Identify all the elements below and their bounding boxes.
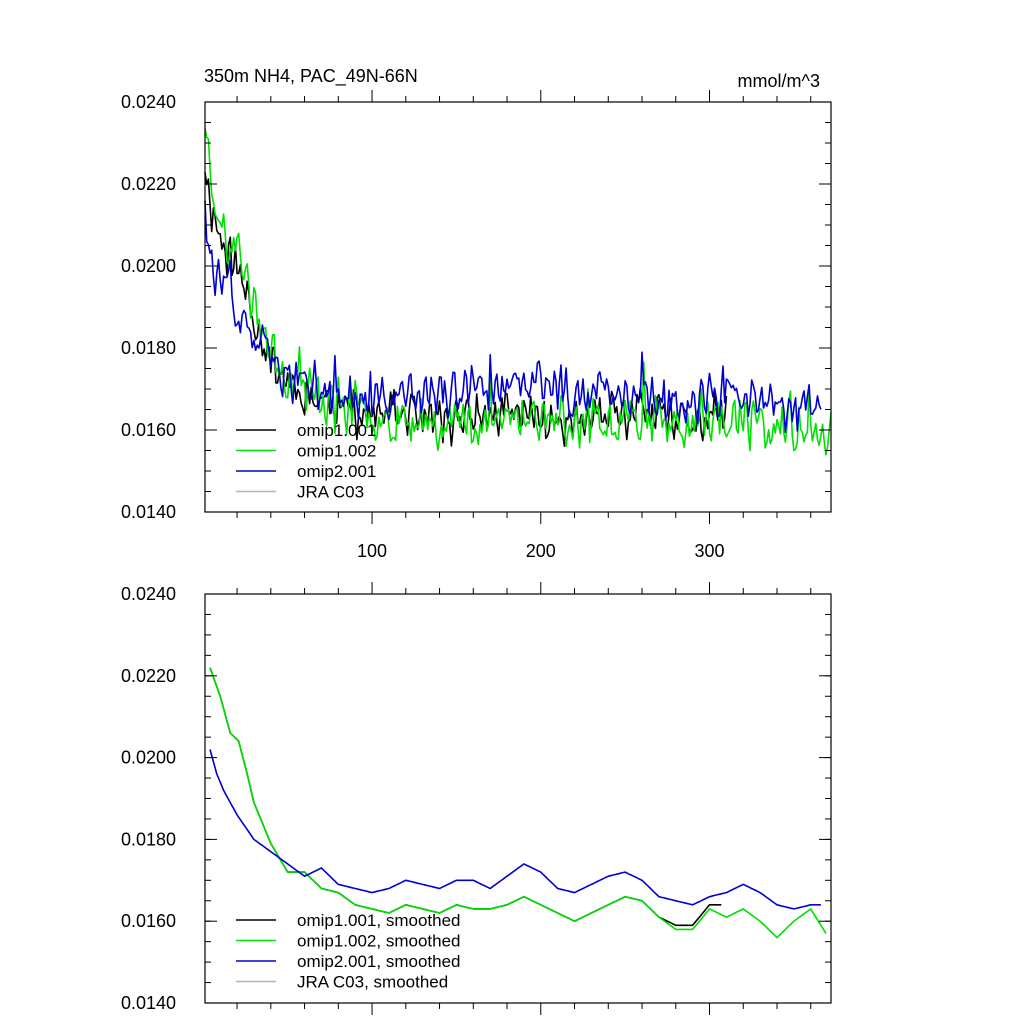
legend-label: omip1.001 [297,421,376,440]
top-panel: 350m NH4, PAC_49N-66N mmol/m^3 0.0140 0.0… [121,66,832,561]
series-line-omip2-001-smoothed [209,749,821,910]
legend-label: omip1.002 [297,442,376,461]
x-tick-label: 200 [526,541,556,561]
series-line-omip1-002 [204,128,832,456]
units-label: mmol/m^3 [738,71,820,91]
series-group [204,128,832,456]
legend-label: omip2.001, smoothed [297,952,461,971]
y-tick-label: 0.0140 [121,993,176,1013]
series-line-omip1-001-smoothed [209,667,722,927]
y-tick-label: 0.0140 [121,502,176,522]
series-line-omip2-001 [204,200,822,434]
y-tick-label: 0.0180 [121,338,176,358]
x-tick-label: 300 [694,541,724,561]
legend-label: JRA C03, smoothed [297,973,448,992]
series-group [209,667,827,939]
y-tick-label: 0.0180 [121,829,176,849]
y-tick-label: 0.0160 [121,911,176,931]
legend-label: omip1.001, smoothed [297,911,461,930]
legend: omip1.001, smoothed omip1.002, smoothedom… [236,911,461,992]
y-tick-label: 0.0160 [121,420,176,440]
chart-title: 350m NH4, PAC_49N-66N [204,66,418,87]
y-tick-label: 0.0200 [121,748,176,768]
series-line-omip1-002-smoothed [209,667,827,939]
legend-label: omip2.001 [297,462,376,481]
y-tick-label: 0.0220 [121,666,176,686]
y-tick-label: 0.0240 [121,584,176,604]
y-tick-label: 0.0220 [121,174,176,194]
y-tick-label: 0.0240 [121,92,176,112]
legend-label: omip1.002, smoothed [297,932,461,951]
x-tick-label: 100 [357,541,387,561]
legend-label: JRA C03 [297,483,364,502]
bottom-panel: 0.0140 0.0160 0.0180 0.0200 0.0220 0.0240 omip… [121,582,832,1015]
y-tick-label: 0.0200 [121,256,176,276]
